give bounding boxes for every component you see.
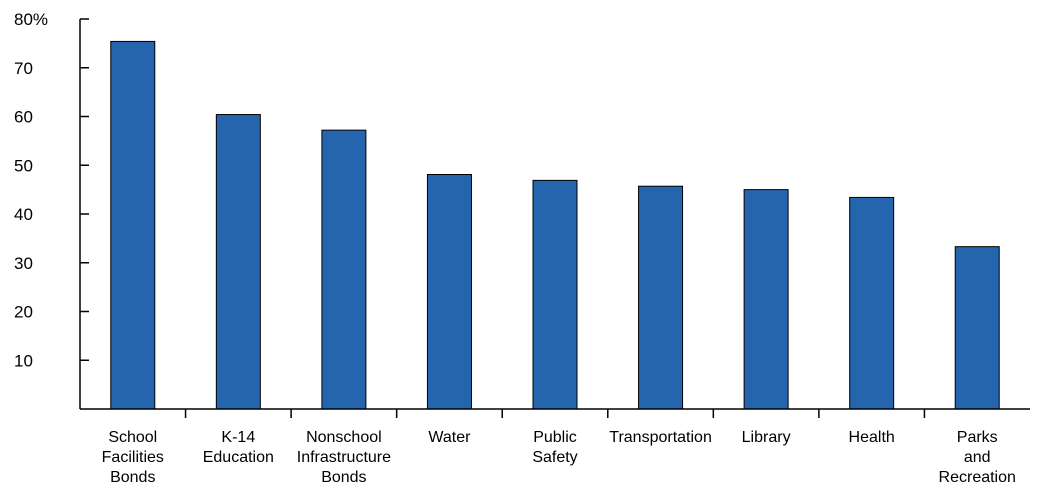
x-category-label: School Facilities Bonds bbox=[102, 429, 164, 486]
x-category-label-line: Facilities bbox=[102, 449, 164, 466]
x-category-label-line: Transportation bbox=[609, 429, 712, 446]
y-tick-label: 60 bbox=[14, 108, 33, 127]
x-category-label-line: Nonschool bbox=[306, 429, 382, 446]
y-tick-label: 20 bbox=[14, 303, 33, 322]
x-category-label-line: Health bbox=[849, 429, 895, 446]
x-category-label-line: Education bbox=[203, 449, 274, 466]
x-category-label: K-14 Education bbox=[203, 429, 274, 466]
bar bbox=[743, 189, 789, 410]
x-category-label: Library bbox=[742, 429, 791, 446]
bar bbox=[954, 246, 1000, 410]
y-axis: 10 20 30 40 50 60 70 80% bbox=[14, 10, 89, 409]
bar bbox=[532, 179, 578, 410]
x-category-label-line: Water bbox=[428, 429, 471, 446]
bar bbox=[638, 185, 684, 410]
x-category-label: Public Safety bbox=[532, 429, 577, 466]
bar bbox=[321, 129, 367, 410]
x-category-label-line: Recreation bbox=[939, 469, 1016, 486]
y-tick-label: 10 bbox=[14, 351, 33, 370]
x-category-label-line: School bbox=[108, 429, 157, 446]
x-category-label: Health bbox=[849, 429, 895, 446]
x-category-label-line: Parks bbox=[957, 429, 998, 446]
bar bbox=[215, 114, 261, 410]
x-category-label-line: Bonds bbox=[110, 469, 155, 486]
y-tick-label: 40 bbox=[14, 205, 33, 224]
bar bbox=[849, 196, 895, 410]
x-category-label-line: K-14 bbox=[221, 429, 255, 446]
x-category-label-line: Public bbox=[533, 429, 577, 446]
x-category-label-line: Bonds bbox=[321, 469, 366, 486]
y-tick-label: 80% bbox=[14, 10, 48, 29]
x-category-label-line: and bbox=[964, 449, 991, 466]
x-axis: School Facilities Bonds K-14 Education Nonsch… bbox=[80, 408, 1030, 486]
bar bbox=[110, 40, 156, 410]
y-tick-label: 30 bbox=[14, 254, 33, 273]
x-category-label: Water bbox=[428, 429, 471, 446]
x-category-label: Parks and Recreation bbox=[939, 429, 1016, 486]
y-tick-label: 70 bbox=[14, 59, 33, 78]
bar bbox=[426, 174, 472, 410]
y-tick-label: 50 bbox=[14, 156, 33, 175]
x-category-label-line: Safety bbox=[532, 449, 577, 466]
x-category-label-line: Library bbox=[742, 429, 791, 446]
bars-layer bbox=[110, 40, 1000, 410]
x-category-label: Nonschool Infrastructure Bonds bbox=[297, 429, 391, 486]
x-category-label-line: Infrastructure bbox=[297, 449, 391, 466]
x-category-label: Transportation bbox=[609, 429, 712, 446]
